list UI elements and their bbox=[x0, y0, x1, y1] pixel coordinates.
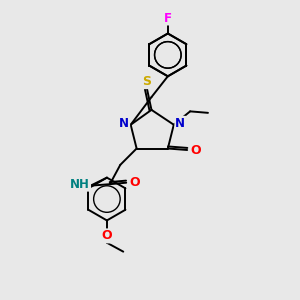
Text: N: N bbox=[175, 117, 185, 130]
Text: N: N bbox=[119, 117, 129, 130]
Text: O: O bbox=[191, 143, 201, 157]
Text: F: F bbox=[164, 11, 172, 25]
Text: NH: NH bbox=[70, 178, 90, 191]
Text: O: O bbox=[129, 176, 140, 189]
Text: S: S bbox=[142, 75, 152, 88]
Text: O: O bbox=[102, 230, 112, 242]
